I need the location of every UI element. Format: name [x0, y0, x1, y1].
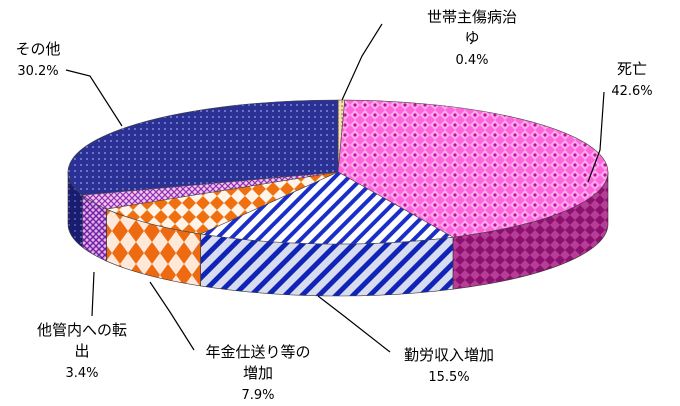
slice-label-sonota: その他 — [15, 40, 60, 58]
slice-label-shibou: 死亡 — [617, 60, 647, 78]
leader-line-kinrou — [317, 295, 391, 353]
slice-label-tenshutsu: 他管内への転 — [37, 321, 127, 339]
slice-value-tenshutsu: 3.4% — [65, 366, 98, 381]
pie-slice-kinrou — [199, 171, 454, 245]
leader-lines — [65, 23, 605, 353]
slice-label-shishou: ゆ — [464, 29, 479, 47]
pie-slice-sonota — [67, 99, 339, 196]
slice-label-tenshutsu: 出 — [74, 342, 89, 360]
slice-value-shibou: 42.6% — [611, 84, 652, 99]
slice-value-nenkin: 7.9% — [241, 388, 274, 403]
slice-label-kinrou: 勤労収入増加 — [404, 346, 494, 364]
leader-line-nenkin — [149, 281, 195, 351]
leader-line-shibou — [587, 91, 605, 183]
slice-value-kinrou: 15.5% — [428, 370, 469, 385]
leader-line-tenshutsu — [91, 271, 95, 317]
pie-slice-nenkin — [105, 171, 339, 235]
pie-tops — [67, 99, 609, 245]
slice-value-shishou: 0.4% — [455, 53, 488, 68]
pie-sides — [67, 171, 609, 297]
slice-label-nenkin: 増加 — [243, 364, 273, 382]
pie-slice-shibou — [337, 99, 609, 238]
slice-value-sonota: 30.2% — [17, 64, 58, 79]
leader-line-sonota — [65, 69, 123, 127]
leader-line-shishou — [341, 23, 383, 101]
slice-label-shishou: 世帯主傷病治 — [427, 8, 517, 26]
slice-label-nenkin: 年金仕送り等の — [205, 343, 310, 361]
